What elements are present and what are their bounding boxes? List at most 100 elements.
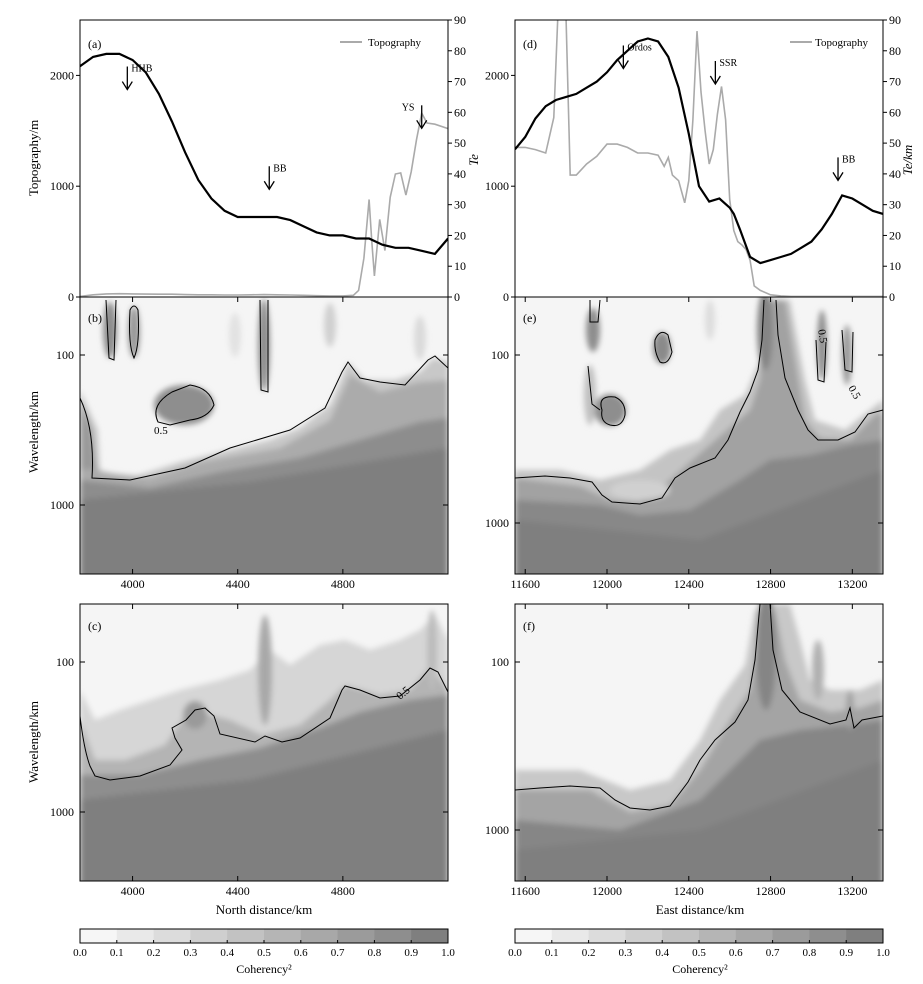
panel-f-heatmap <box>515 604 883 881</box>
colorbar-left-tick-label-5: 0.5 <box>257 947 271 959</box>
colorbar-right-swatch-9 <box>846 929 884 943</box>
a-y2tick-label-9: 90 <box>454 13 466 27</box>
colorbar-left-tick-label-10: 1.0 <box>441 947 455 959</box>
panel-c-letter: (c) <box>88 619 101 633</box>
colorbar-left-swatch-8 <box>374 929 412 943</box>
colorbar-right-swatch-3 <box>625 929 663 943</box>
b-xtick-label-2: 4800 <box>331 577 355 591</box>
a-y2tick-label-3: 30 <box>454 198 466 212</box>
d-y2tick-label-9: 90 <box>889 13 901 27</box>
panel-f-letter: (f) <box>523 619 535 633</box>
a-y2tick-label-5: 50 <box>454 136 466 150</box>
c-xtick-label-0: 4000 <box>121 884 145 898</box>
d-series-topography-line <box>515 20 883 297</box>
f-xtick-label-2: 12400 <box>674 884 704 898</box>
colorbar-right-swatch-1 <box>551 929 590 943</box>
a-ytick-label-0: 0 <box>68 290 74 304</box>
c-ytick-label-1: 1000 <box>50 805 74 819</box>
colorbar-right-tick-label-7: 0.7 <box>766 947 780 959</box>
panel-c-heatmap: 0.5 <box>80 604 448 881</box>
colorbar-left-swatch-6 <box>300 929 339 943</box>
panel-b-contour-label: 0.5 <box>154 425 168 437</box>
colorbar-right-swatch-6 <box>735 929 774 943</box>
a-annotation-label-0: HHB <box>131 64 152 75</box>
f-xtick-label-3: 12800 <box>756 884 786 898</box>
colorbar-right-tick-label-2: 0.2 <box>582 947 596 959</box>
panel-b-letter: (b) <box>88 311 102 325</box>
d-annotation-arrowhead-1 <box>709 75 721 86</box>
colorbar-left-swatch-5 <box>264 929 302 943</box>
b-xtick-label-1: 4400 <box>226 577 250 591</box>
colorbar-right-tick-label-5: 0.5 <box>692 947 706 959</box>
f-xtick-label-0: 11600 <box>510 884 540 898</box>
a-y2tick-label-8: 80 <box>454 44 466 58</box>
d-annotation-label-0: Ordos <box>627 42 652 53</box>
colorbar-right-tick-label-8: 0.8 <box>803 947 817 959</box>
panel-d-legend: Topography <box>790 37 868 49</box>
d-series-te-line <box>515 37 883 265</box>
colorbar-right-tick-label-6: 0.6 <box>729 947 743 959</box>
colorbar-right-tick-label-3: 0.3 <box>619 947 633 959</box>
c-ytick-label-0: 100 <box>56 655 74 669</box>
e-ytick-label-0: 100 <box>491 348 509 362</box>
d-y2tick-label-5: 50 <box>889 136 901 150</box>
colorbar-left-tick-label-8: 0.8 <box>368 947 382 959</box>
d-y2tick-label-0: 0 <box>889 290 895 304</box>
colorbar-left-tick-label-9: 0.9 <box>404 947 418 959</box>
colorbar-left-tick-label-4: 0.4 <box>220 947 234 959</box>
colorbar-left-swatch-0 <box>80 929 118 943</box>
colorbar-left-swatch-4 <box>227 929 265 943</box>
d-annotation-label-2: BB <box>842 154 856 165</box>
panel-b: 0.5 (b) Wavelength/km <box>26 296 449 575</box>
panel-c: 0.5 (c) Wavelength/km North distance/km <box>26 603 449 917</box>
e-xtick-label-1: 12000 <box>592 577 622 591</box>
e-xtick-label-2: 12400 <box>674 577 704 591</box>
panel-e: 0.5 0.5 (e) <box>514 296 884 575</box>
panel-e-letter: (e) <box>523 311 536 325</box>
f-xtick-label-4: 13200 <box>837 884 867 898</box>
b-xtick-label-0: 4000 <box>121 577 145 591</box>
a-y2tick-label-0: 0 <box>454 290 460 304</box>
colorbar-left-tick-label-2: 0.2 <box>147 947 161 959</box>
colorbar-right-tick-label-9: 0.9 <box>839 947 853 959</box>
panel-f: (f) East distance/km <box>514 603 884 917</box>
d-annotation-ssr: SSR <box>709 58 737 86</box>
a-ytick-label-1: 1000 <box>50 179 74 193</box>
panel-c-xlabel: North distance/km <box>216 902 312 917</box>
d-annotation-arrowhead-2 <box>832 172 844 182</box>
d-y2tick-label-1: 10 <box>889 259 901 273</box>
d-ytick-label-1: 1000 <box>485 179 509 193</box>
d-y2tick-label-6: 60 <box>889 105 901 119</box>
colorbar-left-tick-label-6: 0.6 <box>294 947 308 959</box>
a-annotation-label-2: YS <box>402 102 415 113</box>
colorbar-left-tick-label-1: 0.1 <box>110 947 124 959</box>
d-y2tick-label-8: 80 <box>889 44 901 58</box>
c-xtick-label-2: 4800 <box>331 884 355 898</box>
panel-c-ylabel: Wavelength/km <box>26 701 41 783</box>
panel-a-legend-label: Topography <box>368 37 421 49</box>
panel-b-ylabel: Wavelength/km <box>26 391 41 473</box>
d-y2tick-label-3: 30 <box>889 198 901 212</box>
panel-d-legend-label: Topography <box>815 37 868 49</box>
e-xtick-label-3: 12800 <box>756 577 786 591</box>
a-annotation-arrowhead-1 <box>263 180 275 191</box>
a-y2tick-label-7: 70 <box>454 75 466 89</box>
colorbar-right-tick-label-0: 0.0 <box>508 947 522 959</box>
a-annotation-label-1: BB <box>273 163 287 174</box>
e-xtick-label-4: 13200 <box>837 577 867 591</box>
colorbar-right: 0.0 0.1 0.2 0.3 0.4 0.5 0.6 0.7 0.8 0.9 1.0 <box>508 928 890 959</box>
colorbar-left-tick-label-7: 0.7 <box>331 947 345 959</box>
d-y2tick-label-4: 40 <box>889 167 901 181</box>
colorbar-left-label: Coherency² <box>236 962 292 976</box>
colorbar-right-swatch-8 <box>809 929 847 943</box>
panel-d: (d) Topography Ordos SSR BB 0 1000 2000 0 10 2… <box>485 13 915 304</box>
c-xtick-label-1: 4400 <box>226 884 250 898</box>
colorbar-right-swatch-2 <box>588 929 626 943</box>
a-annotation-ys: YS <box>402 102 428 130</box>
colorbar-left-swatch-2 <box>153 929 191 943</box>
a-y2tick-label-2: 20 <box>454 228 466 242</box>
a-y2tick-label-1: 10 <box>454 259 466 273</box>
panel-a: (a) Topography HHB BB YS 0 1000 2000 0 10 20 30… <box>26 13 481 304</box>
f-xtick-label-1: 12000 <box>592 884 622 898</box>
